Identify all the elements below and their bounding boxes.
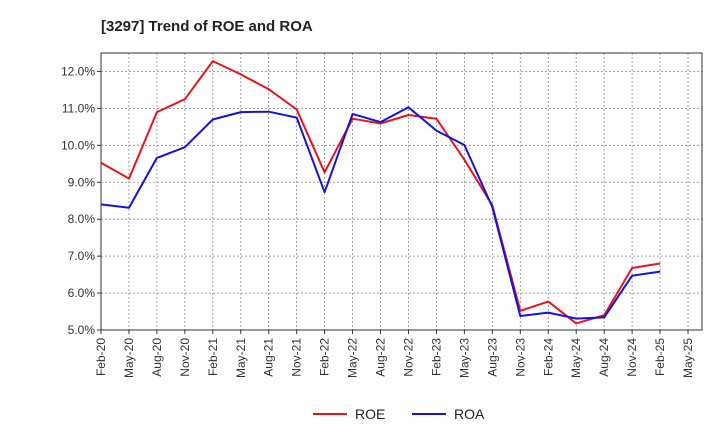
chart-title: [3297] Trend of ROE and ROA (101, 18, 313, 35)
x-tick-label: Aug-22 (374, 338, 388, 377)
x-tick-label: Nov-23 (513, 338, 527, 377)
x-tick-label: Feb-25 (653, 338, 667, 376)
x-tick-label: May-22 (346, 338, 360, 378)
series-line-roe (100, 60, 661, 325)
x-tick-label: Nov-24 (625, 338, 639, 377)
legend-label-roe: ROE (355, 406, 385, 422)
y-tick-label: 11.0% (62, 101, 95, 115)
legend-label-roa: ROA (454, 406, 485, 422)
plot-frame (100, 52, 703, 331)
y-tick-label: 7.0% (68, 249, 96, 263)
y-tick-label: 6.0% (68, 286, 96, 300)
x-tick-label: Aug-23 (485, 338, 499, 377)
x-tick-label: May-20 (122, 338, 136, 378)
x-tick-label: Feb-22 (318, 338, 332, 376)
x-axis-ticks: Feb-20 May-20 Aug-20 Nov-20 Feb-21 May-21 Aug-… (94, 330, 695, 378)
x-tick-label: May-23 (457, 338, 471, 378)
x-tick-label: Feb-21 (206, 338, 220, 376)
y-tick-label: 5.0% (68, 323, 96, 337)
x-tick-label: Feb-24 (541, 338, 555, 376)
x-tick-label: Feb-23 (429, 338, 443, 376)
x-tick-label: May-24 (569, 338, 583, 378)
y-tick-label: 12.0% (61, 64, 95, 78)
x-tick-label: Aug-24 (597, 338, 611, 377)
x-tick-label: May-21 (234, 338, 248, 378)
y-tick-label: 8.0% (68, 212, 96, 226)
x-tick-label: Nov-21 (290, 338, 304, 377)
y-tick-label: 9.0% (68, 175, 96, 189)
series-line-roa (100, 106, 661, 320)
x-tick-label: Nov-20 (178, 338, 192, 377)
y-axis-ticks: 5.0% 6.0% 7.0% 8.0% 9.0% 10.0% 11.0% 12.0% (61, 64, 101, 337)
x-tick-label: Nov-22 (401, 338, 415, 377)
series-lines (100, 60, 661, 325)
legend: ROE ROA (313, 406, 485, 422)
grid-lines (101, 53, 702, 331)
x-tick-label: Aug-21 (262, 338, 276, 377)
x-tick-label: Aug-20 (150, 338, 164, 377)
x-tick-label: May-25 (681, 338, 695, 378)
y-tick-label: 10.0% (61, 138, 95, 152)
x-tick-label: Feb-20 (94, 338, 108, 376)
